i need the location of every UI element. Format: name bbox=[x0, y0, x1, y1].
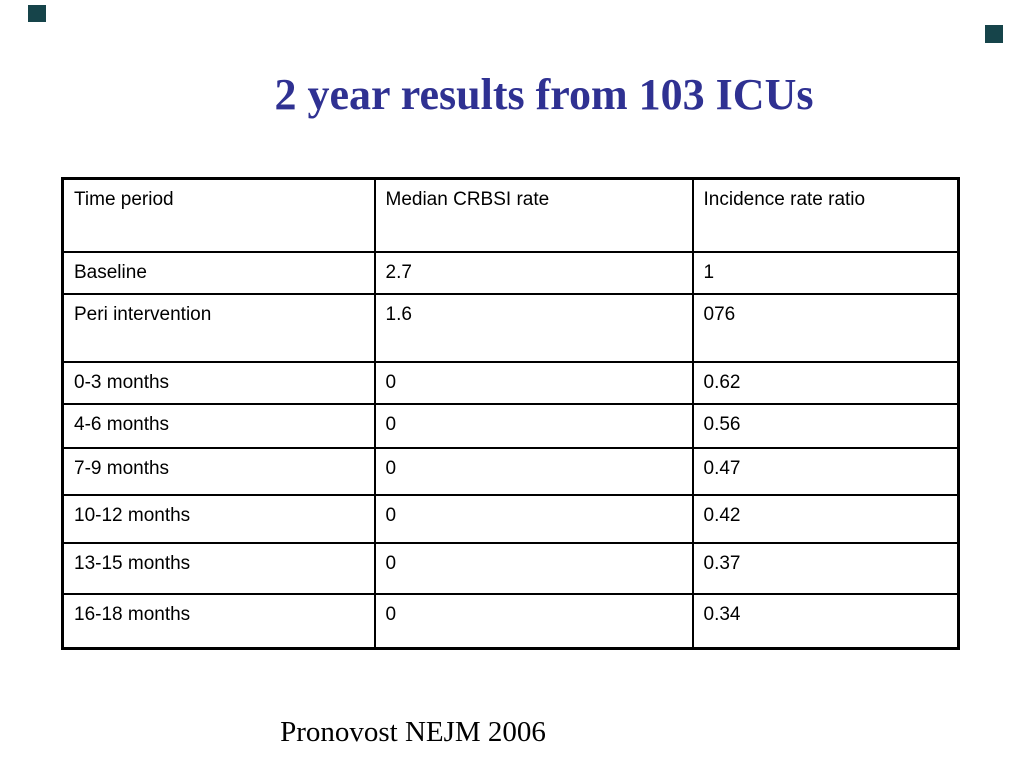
table-row: 16-18 months 0 0.34 bbox=[61, 592, 960, 650]
table-row: 7-9 months 0 0.47 bbox=[61, 446, 960, 496]
table-cell: 0 bbox=[373, 592, 694, 650]
table-cell: 0.62 bbox=[691, 360, 960, 405]
table-cell: 0.34 bbox=[691, 592, 960, 650]
table-cell: 076 bbox=[691, 292, 960, 363]
results-table: Time period Median CRBSI rate Incidence ra… bbox=[61, 177, 960, 650]
table-cell: 2.7 bbox=[373, 250, 694, 295]
table-cell: 10-12 months bbox=[61, 493, 376, 544]
citation-text: Pronovost NEJM 2006 bbox=[280, 716, 546, 748]
corner-marker-top-left-icon bbox=[28, 5, 46, 22]
table-row: 10-12 months 0 0.42 bbox=[61, 493, 960, 544]
table-cell: 0.42 bbox=[691, 493, 960, 544]
column-header: Time period bbox=[61, 177, 376, 253]
table-cell: 7-9 months bbox=[61, 446, 376, 496]
table-cell: 0 bbox=[373, 446, 694, 496]
table-row: Baseline 2.7 1 bbox=[61, 250, 960, 295]
table-cell: 13-15 months bbox=[61, 541, 376, 595]
table-cell: 1.6 bbox=[373, 292, 694, 363]
slide-title: 2 year results from 103 ICUs bbox=[274, 70, 814, 119]
table-row: 13-15 months 0 0.37 bbox=[61, 541, 960, 595]
table-cell: 0.47 bbox=[691, 446, 960, 496]
table-cell: 0-3 months bbox=[61, 360, 376, 405]
table-cell: Peri intervention bbox=[61, 292, 376, 363]
table-header-row: Time period Median CRBSI rate Incidence ra… bbox=[61, 177, 960, 253]
table-body: Baseline 2.7 1 Peri intervention 1.6 076 0-3 m… bbox=[61, 250, 960, 650]
table-row: 4-6 months 0 0.56 bbox=[61, 402, 960, 449]
table-cell: 0.37 bbox=[691, 541, 960, 595]
table-cell: 0 bbox=[373, 402, 694, 449]
table-cell: 0 bbox=[373, 493, 694, 544]
column-header: Median CRBSI rate bbox=[373, 177, 694, 253]
table-cell: Baseline bbox=[61, 250, 376, 295]
table-row: 0-3 months 0 0.62 bbox=[61, 360, 960, 405]
table-row: Peri intervention 1.6 076 bbox=[61, 292, 960, 363]
table-cell: 1 bbox=[691, 250, 960, 295]
table-cell: 0 bbox=[373, 541, 694, 595]
table-cell: 16-18 months bbox=[61, 592, 376, 650]
table-cell: 4-6 months bbox=[61, 402, 376, 449]
corner-marker-top-right-icon bbox=[985, 25, 1003, 43]
table-cell: 0 bbox=[373, 360, 694, 405]
column-header: Incidence rate ratio bbox=[691, 177, 960, 253]
table-cell: 0.56 bbox=[691, 402, 960, 449]
